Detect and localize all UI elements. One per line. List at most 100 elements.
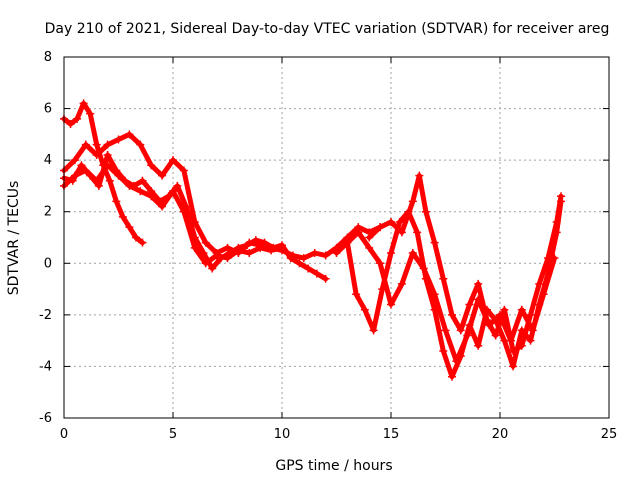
data-point-marker xyxy=(212,251,221,260)
plot-frame xyxy=(63,56,610,419)
data-point-marker xyxy=(456,326,465,335)
data-point-marker xyxy=(92,176,101,185)
data-point-marker xyxy=(397,228,406,237)
series-layer xyxy=(60,99,566,381)
data-point-marker xyxy=(550,254,559,263)
data-point-marker xyxy=(256,243,265,252)
data-point-marker xyxy=(526,310,535,319)
data-point-marker xyxy=(103,150,112,159)
data-point-marker xyxy=(441,326,450,335)
data-point-marker xyxy=(343,238,352,247)
data-point-marker xyxy=(408,197,417,206)
data-point-marker xyxy=(125,181,134,190)
y-tick-label: 8 xyxy=(44,50,52,65)
data-point-marker xyxy=(539,290,548,299)
series-line xyxy=(334,198,564,380)
data-point-marker xyxy=(125,223,134,232)
data-point-marker xyxy=(136,187,145,196)
data-point-marker xyxy=(413,228,422,237)
data-point-marker xyxy=(299,254,308,263)
data-point-marker xyxy=(251,236,260,245)
data-point-marker xyxy=(430,238,439,247)
data-point-marker xyxy=(94,181,103,190)
y-tick-label: -6 xyxy=(39,411,52,426)
data-point-marker xyxy=(201,259,210,268)
data-point-marker xyxy=(70,171,79,180)
data-point-marker xyxy=(81,140,90,149)
data-point-marker xyxy=(419,264,428,273)
data-point-marker xyxy=(395,218,404,227)
chart-title: Day 210 of 2021, Sidereal Day-to-day VTE… xyxy=(45,21,610,37)
y-tick-label: 2 xyxy=(44,205,52,220)
data-point-marker xyxy=(138,238,147,247)
data-point-marker xyxy=(295,259,304,268)
data-point-marker xyxy=(147,161,156,170)
data-point-marker xyxy=(169,156,177,165)
data-point-marker xyxy=(103,140,112,149)
data-point-marker xyxy=(528,326,537,335)
data-point-marker xyxy=(245,248,254,257)
data-point-marker xyxy=(365,243,374,252)
data-point-marker xyxy=(118,212,127,221)
data-point-marker xyxy=(535,279,544,288)
data-point-marker xyxy=(517,341,526,350)
data-point-marker xyxy=(136,140,145,149)
data-point-marker xyxy=(173,181,182,190)
series-track-2 xyxy=(60,130,385,263)
data-point-marker xyxy=(354,228,363,237)
data-point-marker xyxy=(103,161,112,170)
data-point-marker xyxy=(526,336,535,345)
data-point-marker xyxy=(70,156,79,165)
data-point-marker xyxy=(73,114,82,123)
data-point-marker xyxy=(439,346,448,355)
data-point-marker xyxy=(114,135,123,144)
data-point-marker xyxy=(387,300,395,309)
data-point-marker xyxy=(430,290,439,299)
data-point-marker xyxy=(517,305,526,314)
data-point-marker xyxy=(112,197,121,206)
data-point-marker xyxy=(463,331,472,340)
data-point-marker xyxy=(304,264,313,273)
data-point-marker xyxy=(243,241,252,250)
data-point-marker xyxy=(369,326,378,335)
data-point-marker xyxy=(321,251,330,260)
data-point-marker xyxy=(321,274,330,283)
y-tick-label: 4 xyxy=(44,153,52,168)
data-point-marker xyxy=(387,218,395,227)
y-tick-label: -4 xyxy=(39,359,52,374)
data-point-marker xyxy=(223,254,232,263)
data-point-marker xyxy=(360,305,369,314)
data-point-marker xyxy=(352,290,361,299)
data-point-marker xyxy=(365,233,374,242)
data-point-marker xyxy=(506,336,515,345)
data-point-marker xyxy=(66,120,75,129)
y-tick-label: 0 xyxy=(44,256,52,271)
data-point-marker xyxy=(491,331,500,340)
data-point-marker xyxy=(201,238,210,247)
data-point-marker xyxy=(421,207,430,216)
x-tick-label: 25 xyxy=(601,427,618,442)
data-point-marker xyxy=(169,187,177,196)
data-point-marker xyxy=(179,207,188,216)
series-track-5 xyxy=(332,197,566,381)
data-point-marker xyxy=(509,346,518,355)
data-point-marker xyxy=(190,243,199,252)
data-point-marker xyxy=(278,243,286,252)
data-point-marker xyxy=(496,310,504,319)
data-point-marker xyxy=(158,171,167,180)
data-point-marker xyxy=(179,166,188,175)
data-point-marker xyxy=(138,176,147,185)
y-axis-label: SDTVAR / TECUs xyxy=(6,181,22,296)
y-tick-label: -2 xyxy=(39,308,52,323)
data-point-marker xyxy=(105,176,114,185)
data-point-marker xyxy=(439,274,448,283)
data-point-marker xyxy=(332,248,341,257)
x-tick-label: 20 xyxy=(492,427,509,442)
data-point-marker xyxy=(208,264,217,273)
data-point-marker xyxy=(408,248,417,257)
data-point-marker xyxy=(310,248,319,257)
data-point-marker xyxy=(485,321,494,330)
data-point-marker xyxy=(114,171,123,180)
data-point-marker xyxy=(223,243,232,252)
